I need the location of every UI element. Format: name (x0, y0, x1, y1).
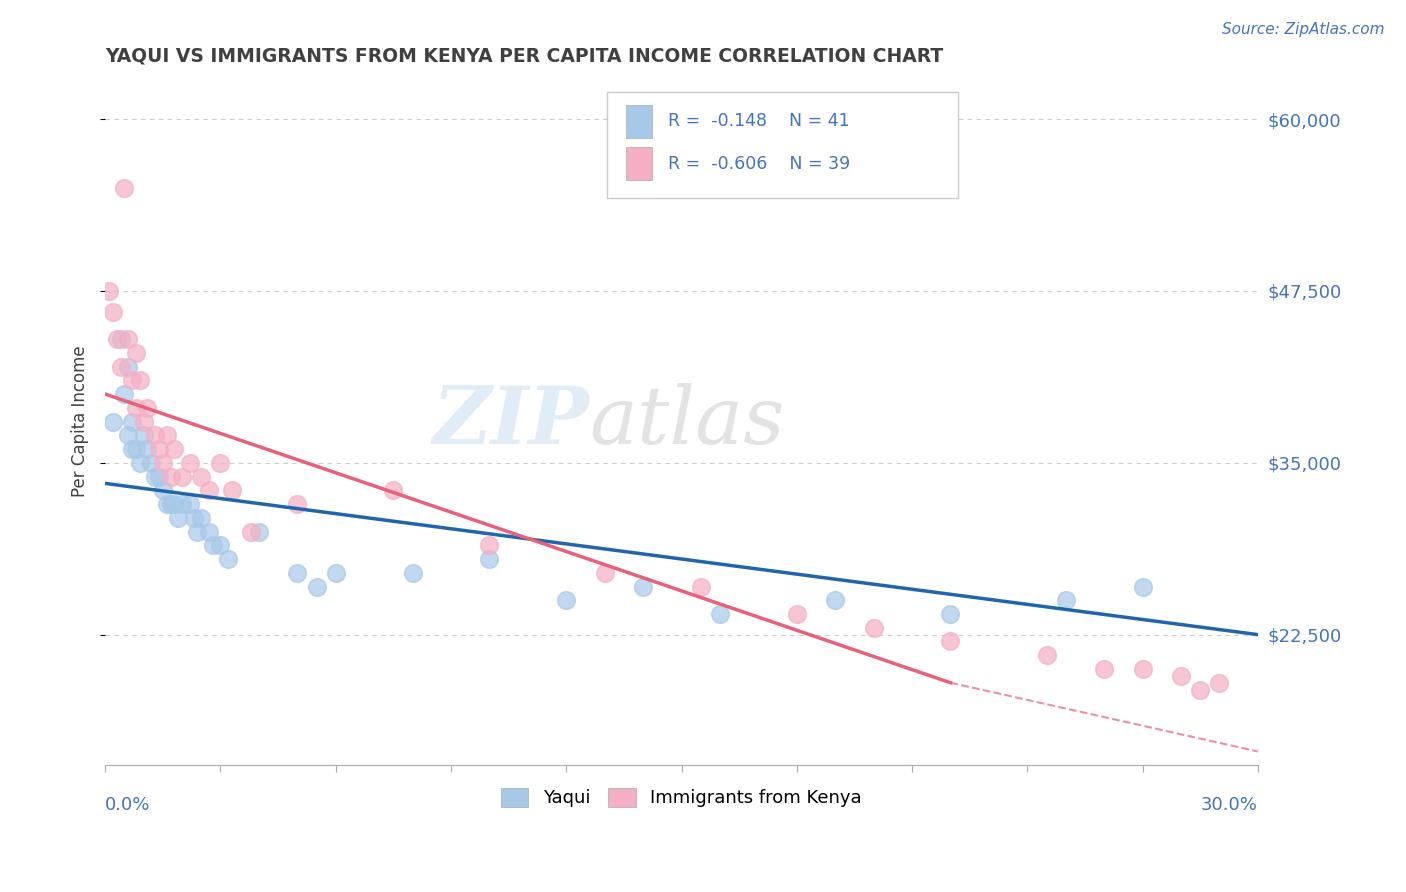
Point (593, 566, 616, 580)
Point (112, 387, 135, 401)
Point (163, 497, 186, 511)
Point (183, 510, 205, 524)
Point (190, 469, 212, 483)
Point (132, 415, 155, 429)
Point (824, 593, 846, 607)
Point (170, 497, 193, 511)
Point (325, 566, 347, 580)
Point (125, 442, 148, 456)
Point (401, 566, 423, 580)
Point (117, 332, 139, 346)
Legend: Yaqui, Immigrants from Kenya: Yaqui, Immigrants from Kenya (494, 780, 869, 814)
Point (132, 428, 155, 442)
Point (156, 428, 179, 442)
Point (148, 442, 170, 456)
Point (105, 332, 128, 346)
Point (382, 483, 405, 498)
Point (136, 401, 159, 415)
Point (1054, 593, 1077, 607)
Point (1132, 662, 1154, 676)
Point (98, 284, 121, 298)
Text: R =  -0.606    N = 39: R = -0.606 N = 39 (668, 155, 851, 173)
Point (939, 634, 962, 648)
Point (128, 373, 150, 387)
Point (217, 552, 239, 566)
Point (201, 538, 224, 552)
Point (555, 593, 578, 607)
Point (1208, 675, 1230, 690)
Point (179, 456, 201, 470)
Point (152, 456, 174, 470)
Point (209, 538, 232, 552)
Point (478, 538, 501, 552)
Point (1092, 662, 1115, 676)
Point (159, 469, 181, 483)
Bar (626, 147, 651, 180)
Text: 30.0%: 30.0% (1201, 797, 1258, 814)
Point (125, 346, 148, 360)
Point (198, 483, 221, 498)
Bar (626, 104, 651, 137)
Point (121, 415, 143, 429)
Point (240, 524, 263, 539)
Point (143, 428, 166, 442)
Point (186, 524, 208, 539)
Text: YAQUI VS IMMIGRANTS FROM KENYA PER CAPITA INCOME CORRELATION CHART: YAQUI VS IMMIGRANTS FROM KENYA PER CAPIT… (105, 46, 943, 65)
Point (1189, 682, 1212, 697)
Point (631, 580, 654, 594)
Point (128, 456, 150, 470)
Point (285, 497, 308, 511)
Point (221, 483, 243, 498)
Point (247, 524, 270, 539)
Point (285, 566, 308, 580)
Point (117, 359, 139, 374)
Point (179, 497, 201, 511)
Point (148, 469, 170, 483)
Point (125, 401, 148, 415)
Point (110, 332, 132, 346)
Point (689, 580, 711, 594)
Point (862, 621, 884, 635)
Point (136, 442, 159, 456)
Point (198, 524, 221, 539)
Y-axis label: Per Capita Income: Per Capita Income (72, 346, 89, 498)
Point (143, 469, 166, 483)
Point (190, 510, 212, 524)
Text: Source: ZipAtlas.com: Source: ZipAtlas.com (1222, 22, 1385, 37)
Point (786, 607, 808, 621)
Point (152, 483, 174, 498)
Point (117, 428, 139, 442)
Text: ZIP: ZIP (433, 383, 589, 460)
Point (939, 607, 962, 621)
Point (159, 497, 181, 511)
Point (121, 373, 143, 387)
Point (156, 497, 179, 511)
Point (209, 456, 232, 470)
Point (110, 359, 132, 374)
FancyBboxPatch shape (606, 92, 957, 198)
Point (141, 456, 163, 470)
Text: atlas: atlas (589, 383, 785, 460)
Text: R =  -0.148    N = 41: R = -0.148 N = 41 (668, 112, 849, 130)
Point (1132, 580, 1154, 594)
Point (121, 442, 143, 456)
Point (478, 552, 501, 566)
Point (112, 181, 135, 195)
Point (1170, 669, 1192, 683)
Point (167, 510, 190, 524)
Point (101, 415, 124, 429)
Text: 0.0%: 0.0% (105, 797, 150, 814)
Point (170, 469, 193, 483)
Point (163, 442, 186, 456)
Point (305, 580, 328, 594)
Point (1035, 648, 1057, 663)
Point (709, 607, 731, 621)
Point (101, 304, 124, 318)
